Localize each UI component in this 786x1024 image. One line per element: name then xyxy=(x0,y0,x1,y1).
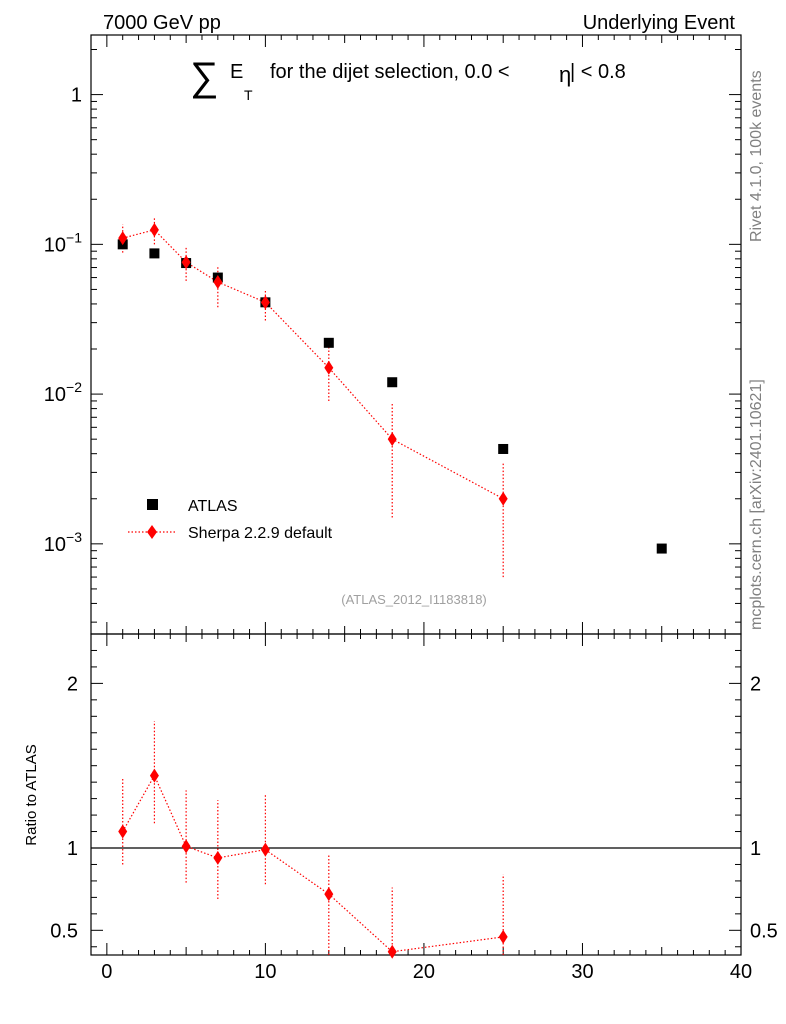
ratio-point xyxy=(149,768,159,783)
sherpa-point xyxy=(387,432,397,447)
title-subscript: T xyxy=(244,87,253,103)
title-text: for the dijet selection, 0.0 < xyxy=(270,61,510,83)
atlas-point xyxy=(656,543,667,554)
x-tick-label: 30 xyxy=(571,961,593,983)
sherpa-point xyxy=(324,360,334,375)
title-e: E xyxy=(230,61,243,83)
main-panel-frame xyxy=(90,34,742,635)
sherpa-point xyxy=(118,231,128,246)
atlas-point xyxy=(387,377,398,388)
y-tick-label: 10−2 xyxy=(44,379,82,406)
sherpa-point xyxy=(149,222,159,237)
ratio-y-tick-label-left: 2 xyxy=(67,673,78,695)
sherpa-point xyxy=(213,275,223,290)
ratio-line xyxy=(122,774,504,953)
ratio-point xyxy=(324,887,334,902)
ratio-point xyxy=(387,944,397,959)
x-tick-label: 10 xyxy=(254,961,276,983)
y-tick-label: 10−3 xyxy=(44,529,82,556)
legend-sherpa-marker xyxy=(147,525,157,539)
ratio-panel-frame xyxy=(90,633,742,956)
ratio-y-tick-label-left: 0.5 xyxy=(50,920,78,942)
header-left: 7000 GeV pp xyxy=(103,12,221,34)
atlas-point xyxy=(498,443,509,454)
sherpa-line xyxy=(122,229,504,500)
atlas-point xyxy=(323,337,334,348)
ratio-y-tick-label-right: 0.5 xyxy=(750,920,778,942)
ratio-y-tick-label-right: 1 xyxy=(750,838,761,860)
y-tick-label: 1 xyxy=(71,85,82,107)
rivet-label: Rivet 4.1.0, 100k events xyxy=(748,70,765,242)
x-tick-label: 40 xyxy=(730,961,752,983)
atlas-point xyxy=(149,248,160,259)
header-right: Underlying Event xyxy=(583,12,736,34)
ratio-point xyxy=(498,929,508,944)
title-eta: η xyxy=(559,62,571,87)
sherpa-point xyxy=(260,295,270,310)
sherpa-point xyxy=(181,255,191,270)
y-tick-label: 10−1 xyxy=(44,229,82,256)
legend-sherpa-label: Sherpa 2.2.9 default xyxy=(188,525,333,542)
x-tick-label: 0 xyxy=(101,961,112,983)
mcplots-label: mcplots.cern.ch [arXiv:2401.10621] xyxy=(748,379,765,630)
x-tick-label: 20 xyxy=(413,961,435,983)
title-tail: | < 0.8 xyxy=(570,61,626,83)
ratio-y-tick-label-left: 1 xyxy=(67,838,78,860)
ratio-point xyxy=(260,842,270,857)
ratio-point xyxy=(213,850,223,865)
legend-atlas-marker xyxy=(147,499,158,510)
title-sum-symbol: ∑ xyxy=(190,55,219,99)
ratio-y-axis-label: Ratio to ATLAS xyxy=(23,744,40,845)
ratio-point xyxy=(118,824,128,839)
sherpa-point xyxy=(498,491,508,506)
legend-atlas-label: ATLAS xyxy=(188,498,238,515)
ratio-point xyxy=(181,839,191,854)
analysis-tag: (ATLAS_2012_I1183818) xyxy=(341,592,487,607)
ratio-y-tick-label-right: 2 xyxy=(750,673,761,695)
